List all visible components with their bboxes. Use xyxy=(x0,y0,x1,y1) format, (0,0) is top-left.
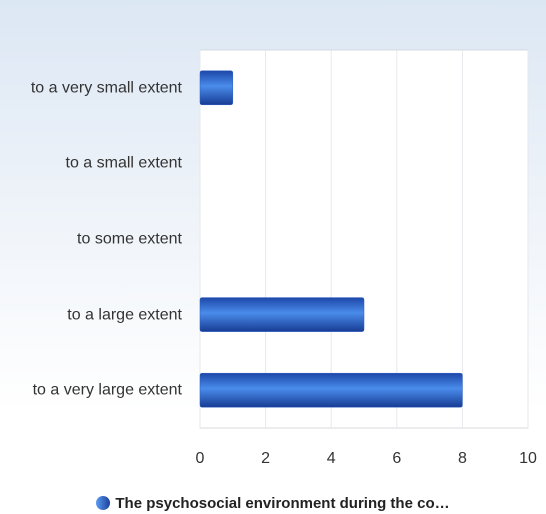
legend-label: The psychosocial environment during the … xyxy=(115,495,450,512)
x-tick-label: 8 xyxy=(457,450,467,467)
plot-area xyxy=(199,49,529,429)
legend: The psychosocial environment during the … xyxy=(0,495,546,512)
x-tick-label: 10 xyxy=(519,450,537,467)
y-tick-label: to a small extent xyxy=(65,154,183,172)
x-tick-label: 4 xyxy=(326,450,336,467)
x-tick-label: 6 xyxy=(392,450,402,467)
bar xyxy=(199,297,365,332)
bar xyxy=(199,372,463,408)
x-tick-label: 0 xyxy=(195,450,205,467)
bar xyxy=(199,70,234,106)
y-tick-label: to a large extent xyxy=(67,306,182,324)
y-tick-label: to a very small extent xyxy=(30,79,182,97)
y-tick-label: to some extent xyxy=(77,230,182,248)
x-tick-label: 2 xyxy=(261,450,271,467)
legend-swatch xyxy=(96,496,111,510)
y-tick-label: to a very large extent xyxy=(32,381,182,399)
